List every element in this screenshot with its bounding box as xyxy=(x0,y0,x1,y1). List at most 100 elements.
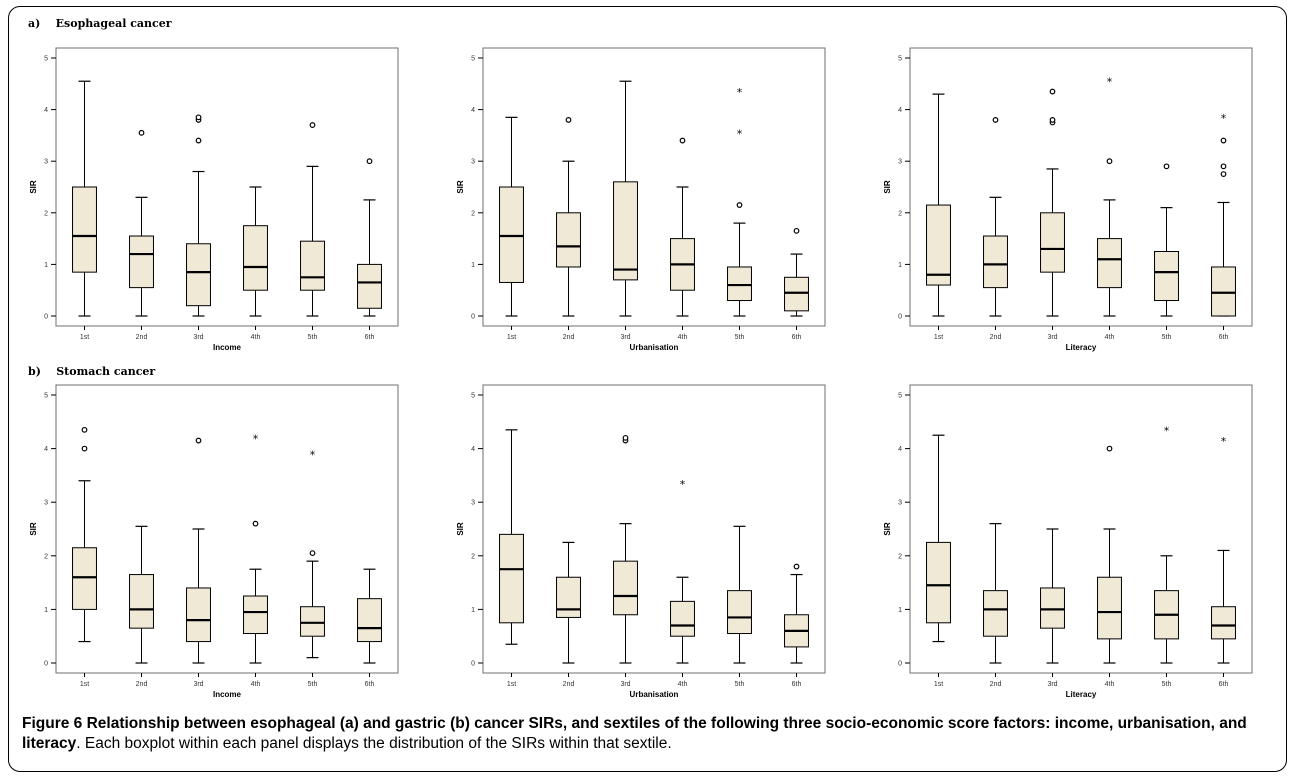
x-tick-label: 3rd xyxy=(1047,681,1057,688)
y-tick-label: 0 xyxy=(898,314,902,321)
outlier-point xyxy=(195,114,202,121)
x-tick-label: 4th xyxy=(1105,334,1115,341)
box-3rd xyxy=(613,80,638,317)
x-tick-label: 1st xyxy=(80,334,89,341)
box-iqr xyxy=(556,212,581,268)
extreme-point: * xyxy=(1107,76,1113,89)
box-2nd xyxy=(983,523,1008,664)
x-axis-label: Literacy xyxy=(1066,343,1097,352)
box-1st xyxy=(926,434,951,643)
box-iqr xyxy=(727,266,752,302)
box-iqr xyxy=(926,541,951,624)
x-tick-label: 6th xyxy=(792,681,802,688)
box-iqr xyxy=(357,598,382,643)
outlier-point xyxy=(793,563,800,570)
x-tick-label: 6th xyxy=(792,334,802,341)
y-tick-label: 2 xyxy=(471,553,475,560)
box-1st xyxy=(499,116,524,317)
box-6th: * xyxy=(1211,112,1236,317)
section-a-label: a) Esophageal cancer xyxy=(28,17,172,30)
box-iqr xyxy=(1211,266,1236,317)
y-tick-label: 1 xyxy=(898,607,902,614)
outlier-point xyxy=(195,137,202,144)
box-iqr xyxy=(1211,606,1236,640)
x-tick-label: 2nd xyxy=(563,334,575,341)
box-iqr xyxy=(983,590,1008,637)
x-tick-label: 3rd xyxy=(193,334,203,341)
outlier-point xyxy=(793,227,800,234)
y-tick-label: 2 xyxy=(898,210,902,217)
box-iqr xyxy=(243,225,268,291)
y-tick-label: 0 xyxy=(44,661,48,668)
y-tick-label: 5 xyxy=(44,56,48,63)
x-tick-label: 5th xyxy=(308,334,318,341)
box-5th xyxy=(1154,163,1179,317)
plot-area xyxy=(909,47,1253,327)
box-iqr xyxy=(243,595,268,635)
x-tick-label: 5th xyxy=(735,334,745,341)
box-iqr xyxy=(983,235,1008,289)
x-tick-label: 6th xyxy=(1219,334,1229,341)
box-iqr xyxy=(613,181,638,281)
x-tick-label: 4th xyxy=(251,334,261,341)
box-iqr xyxy=(357,263,382,309)
y-tick-label: 4 xyxy=(44,446,48,453)
figure-frame xyxy=(8,6,1287,772)
x-tick-label: 6th xyxy=(1219,681,1229,688)
y-tick-label: 4 xyxy=(898,446,902,453)
box-iqr xyxy=(499,186,524,283)
box-5th: * xyxy=(300,448,325,659)
y-tick-label: 5 xyxy=(44,393,48,400)
x-tick-label: 2nd xyxy=(136,334,148,341)
y-tick-label: 4 xyxy=(44,107,48,114)
x-tick-label: 1st xyxy=(934,681,943,688)
plot-area xyxy=(55,384,399,674)
y-tick-label: 2 xyxy=(44,210,48,217)
x-tick-label: 1st xyxy=(507,334,516,341)
outlier-point xyxy=(195,437,202,444)
box-6th xyxy=(357,568,382,664)
box-4th xyxy=(243,186,268,317)
y-tick-label: 5 xyxy=(898,56,902,63)
y-tick-label: 0 xyxy=(44,314,48,321)
box-1st xyxy=(499,429,524,645)
extreme-point: * xyxy=(1164,424,1170,437)
y-tick-label: 4 xyxy=(471,446,475,453)
y-tick-label: 1 xyxy=(471,607,475,614)
outlier-point xyxy=(565,117,572,123)
box-iqr xyxy=(186,243,211,307)
box-4th: * xyxy=(670,478,695,664)
x-axis-label: Urbanisation xyxy=(630,690,679,699)
box-4th xyxy=(1097,445,1122,664)
x-axis-label: Income xyxy=(213,690,242,699)
y-tick-label: 0 xyxy=(471,661,475,668)
section-b-letter: b) xyxy=(28,365,41,378)
box-3rd xyxy=(186,114,211,317)
plot-area xyxy=(482,384,826,674)
box-1st xyxy=(926,93,951,317)
x-tick-label: 5th xyxy=(308,681,318,688)
y-tick-label: 2 xyxy=(898,553,902,560)
x-tick-label: 4th xyxy=(678,334,688,341)
y-tick-label: 1 xyxy=(44,262,48,269)
y-tick-label: 3 xyxy=(44,500,48,507)
y-tick-label: 1 xyxy=(898,262,902,269)
section-a-title: Esophageal cancer xyxy=(55,17,172,30)
box-2nd xyxy=(556,541,581,664)
extreme-point: * xyxy=(1221,435,1227,448)
box-5th: * xyxy=(1154,424,1179,664)
box-3rd xyxy=(1040,88,1065,317)
box-iqr xyxy=(926,204,951,286)
y-tick-label: 3 xyxy=(898,500,902,507)
plot-area xyxy=(482,47,826,327)
box-iqr xyxy=(72,547,97,610)
box-iqr xyxy=(186,587,211,643)
extreme-point: * xyxy=(310,448,316,461)
x-tick-label: 3rd xyxy=(620,681,630,688)
outlier-point xyxy=(1220,171,1227,177)
extreme-point: * xyxy=(737,86,743,99)
box-1st xyxy=(72,80,97,317)
box-iqr xyxy=(613,560,638,616)
outlier-point xyxy=(309,122,316,128)
